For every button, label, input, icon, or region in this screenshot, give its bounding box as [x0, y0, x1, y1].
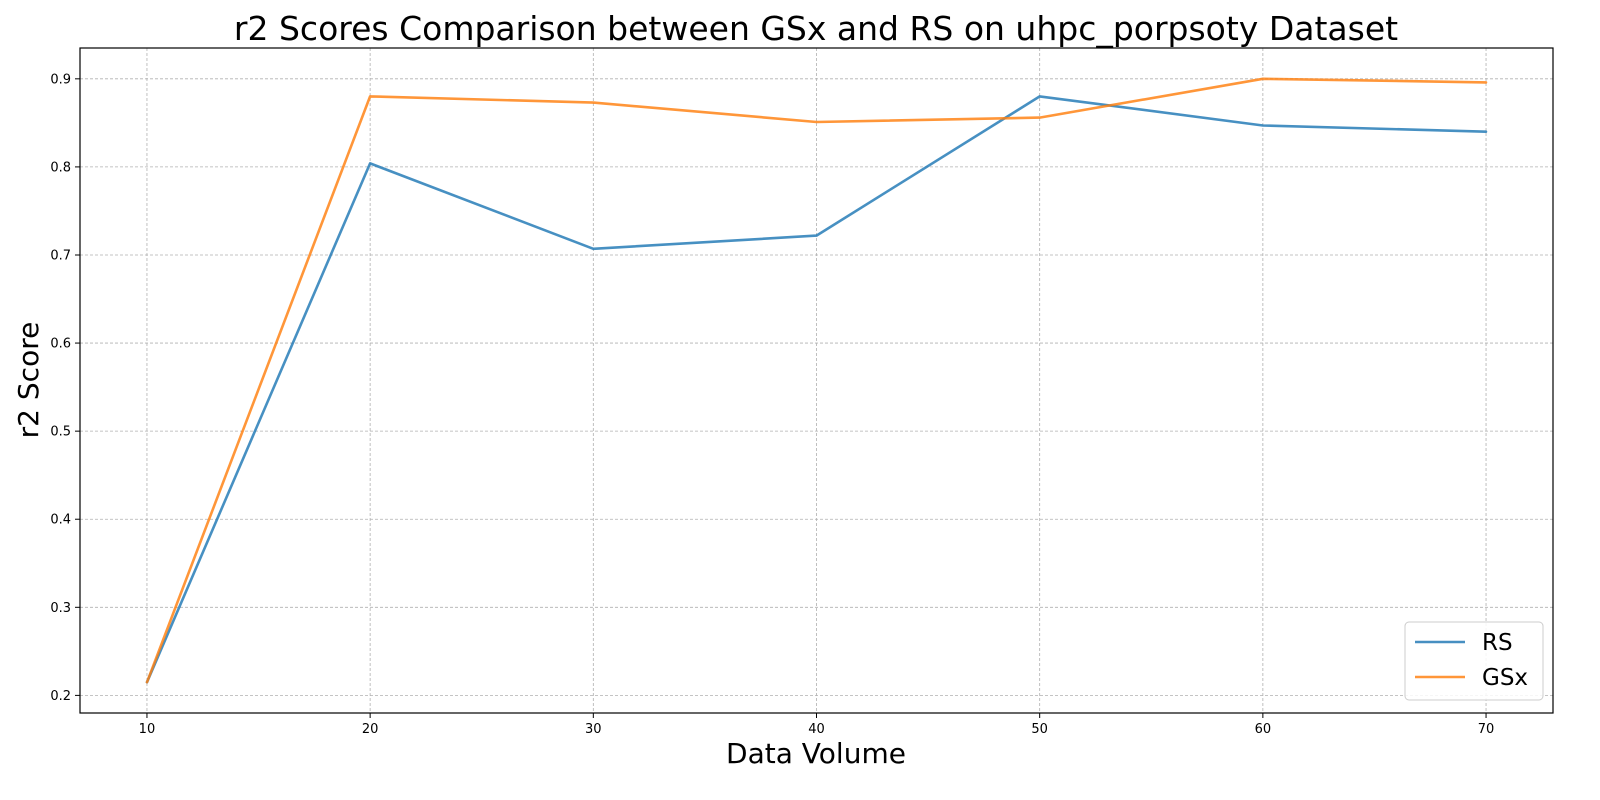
- x-tick-label: 30: [585, 722, 602, 737]
- x-axis: 10 20 30 40 50 60 70: [139, 713, 1495, 737]
- x-axis-label: Data Volume: [726, 737, 906, 770]
- y-tick-label: 0.6: [50, 337, 71, 352]
- legend: RS GSx: [1404, 621, 1544, 701]
- series-lines: [145, 77, 1488, 684]
- x-tick-label: 10: [139, 722, 156, 737]
- y-tick-label: 0.7: [50, 248, 71, 263]
- y-tick-label: 0.5: [50, 425, 71, 440]
- x-tick-label: 60: [1255, 722, 1272, 737]
- series-line-gsx: [145, 77, 1488, 684]
- y-tick-label: 0.8: [50, 160, 71, 175]
- legend-label-gsx: GSx: [1482, 665, 1528, 691]
- chart-title: r2 Scores Comparison between GSx and RS …: [234, 9, 1398, 48]
- y-tick-label: 0.4: [50, 513, 71, 528]
- y-axis-label: r2 Score: [12, 322, 45, 439]
- x-tick-label: 40: [808, 722, 825, 737]
- y-tick-label: 0.2: [50, 689, 71, 704]
- y-axis: 0.2 0.3 0.4 0.5 0.6 0.7 0.8 0.9: [50, 72, 80, 704]
- y-tick-label: 0.3: [50, 601, 71, 616]
- legend-label-rs: RS: [1482, 630, 1513, 656]
- series-line-rs: [145, 95, 1488, 684]
- y-tick-label: 0.9: [50, 72, 71, 87]
- x-tick-label: 70: [1478, 722, 1495, 737]
- x-tick-label: 20: [362, 722, 379, 737]
- x-tick-label: 50: [1031, 722, 1048, 737]
- grid-lines: [80, 48, 1553, 713]
